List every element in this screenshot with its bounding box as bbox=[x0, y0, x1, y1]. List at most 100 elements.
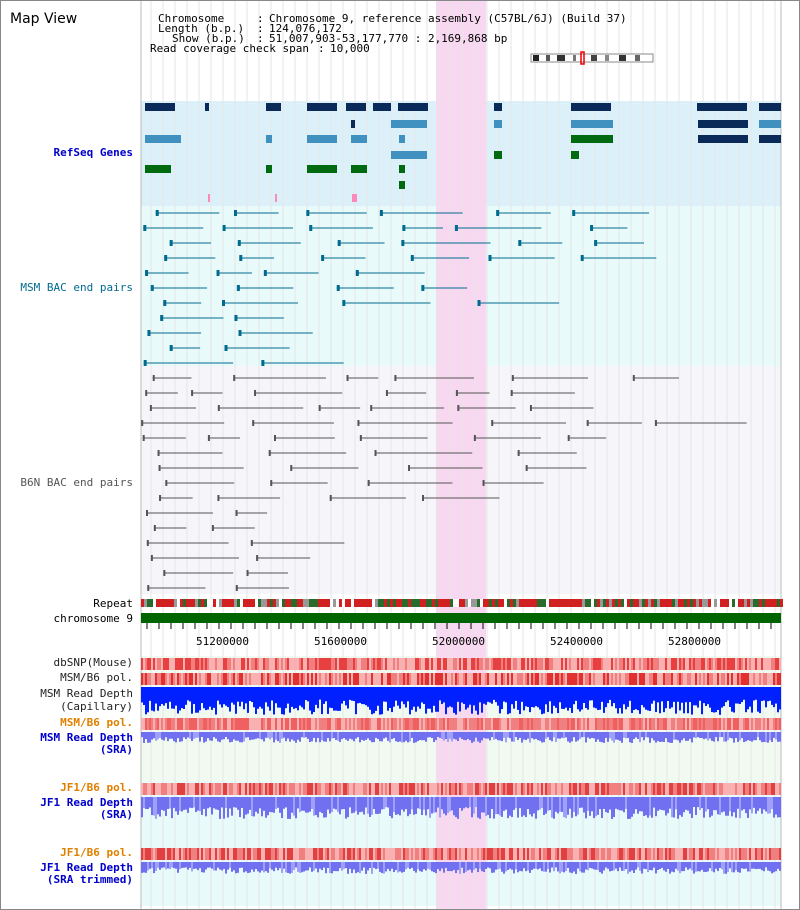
pol-heat bbox=[495, 783, 497, 795]
pol-heat bbox=[263, 673, 265, 685]
read-depth-bar bbox=[373, 797, 375, 810]
track-label-jf1-b6-pol[interactable]: JF1/B6 pol. bbox=[60, 781, 133, 794]
pol-heat bbox=[733, 658, 735, 670]
pol-heat bbox=[199, 658, 201, 670]
pol-heat bbox=[443, 783, 445, 795]
read-depth-bar bbox=[235, 732, 237, 741]
read-depth-bar bbox=[545, 687, 547, 705]
read-depth-bar bbox=[625, 687, 627, 710]
track-label-refseq[interactable]: RefSeq Genes bbox=[53, 146, 133, 159]
pol-heat bbox=[753, 673, 755, 685]
track-label-msm-b6-pol-2[interactable]: MSM/B6 pol. bbox=[60, 716, 133, 729]
pol-heat bbox=[395, 783, 397, 795]
pol-heat bbox=[435, 673, 437, 685]
track-label-msm-bac[interactable]: MSM BAC end pairs bbox=[20, 281, 133, 294]
read-depth-bar bbox=[701, 687, 703, 715]
pol-heat bbox=[705, 848, 707, 860]
read-depth-bar bbox=[377, 732, 379, 739]
track-label-jf1-depth-trim-1[interactable]: JF1 Read Depth bbox=[40, 861, 133, 874]
track-label-msm-depth-sra-1[interactable]: MSM Read Depth bbox=[40, 731, 133, 744]
pol-heat bbox=[169, 783, 171, 795]
pol-heat bbox=[679, 848, 681, 860]
pol-heat bbox=[223, 848, 225, 860]
pol-heat bbox=[767, 848, 769, 860]
pol-heat bbox=[303, 783, 305, 795]
pol-heat bbox=[309, 783, 311, 795]
read-depth-bar bbox=[187, 687, 189, 701]
pol-heat bbox=[579, 673, 581, 685]
pol-heat bbox=[513, 718, 515, 730]
read-depth-bar bbox=[505, 862, 507, 872]
read-depth-bar bbox=[197, 732, 199, 738]
read-depth-bar bbox=[323, 797, 325, 818]
read-depth-bar bbox=[663, 687, 665, 713]
pol-heat bbox=[693, 718, 695, 730]
track-label-jf1-b6-pol-2[interactable]: JF1/B6 pol. bbox=[60, 846, 133, 859]
read-depth-bar bbox=[471, 797, 473, 818]
pol-heat bbox=[241, 673, 243, 685]
read-depth-bar bbox=[717, 732, 719, 742]
pol-heat bbox=[665, 718, 667, 730]
pol-heat bbox=[519, 848, 521, 860]
pol-heat bbox=[467, 783, 469, 795]
pol-heat bbox=[193, 673, 195, 685]
read-depth-bar bbox=[225, 687, 227, 706]
pol-heat bbox=[637, 718, 639, 730]
pol-heat bbox=[449, 848, 451, 860]
read-depth-bar bbox=[243, 797, 245, 819]
read-depth-bar bbox=[321, 732, 323, 741]
pol-heat bbox=[523, 848, 525, 860]
read-depth-bar bbox=[487, 862, 489, 868]
pol-heat bbox=[715, 658, 717, 670]
repeat-mark bbox=[435, 599, 438, 607]
pol-heat bbox=[767, 718, 769, 730]
pol-heat bbox=[427, 848, 429, 860]
pol-heat bbox=[331, 673, 333, 685]
track-label-msm-depth-cap-1[interactable]: MSM Read Depth bbox=[40, 687, 133, 700]
track-label-jf1-depth-sra-1[interactable]: JF1 Read Depth bbox=[40, 796, 133, 809]
pol-heat bbox=[623, 783, 625, 795]
read-depth-bar bbox=[157, 862, 159, 868]
read-depth-bar bbox=[327, 862, 329, 869]
read-depth-bar bbox=[557, 687, 559, 714]
pol-heat bbox=[651, 718, 653, 730]
pol-heat bbox=[609, 718, 611, 730]
pol-heat bbox=[399, 718, 401, 730]
pol-heat bbox=[267, 848, 269, 860]
track-label-dbsnp[interactable]: dbSNP(Mouse) bbox=[53, 656, 133, 669]
read-depth-bar bbox=[685, 687, 687, 703]
read-depth-bar bbox=[313, 732, 315, 738]
pol-heat bbox=[717, 658, 719, 670]
pol-heat bbox=[687, 783, 689, 795]
pol-heat bbox=[753, 718, 755, 730]
read-depth-bar bbox=[373, 687, 375, 714]
pol-heat bbox=[559, 658, 561, 670]
pol-heat bbox=[453, 673, 455, 685]
read-depth-bar bbox=[201, 687, 203, 704]
pol-heat bbox=[727, 718, 729, 730]
read-depth-bar bbox=[651, 797, 653, 818]
pol-heat bbox=[345, 718, 347, 730]
pol-heat bbox=[617, 848, 619, 860]
read-depth-bar bbox=[287, 797, 289, 819]
read-depth-bar bbox=[341, 862, 343, 871]
read-depth-bar bbox=[703, 862, 705, 872]
pol-heat bbox=[271, 848, 273, 860]
read-depth-bar bbox=[507, 732, 509, 738]
read-depth-bar bbox=[231, 862, 233, 872]
repeat-mark bbox=[714, 599, 717, 607]
pol-heat bbox=[607, 783, 609, 795]
read-depth-bar bbox=[171, 732, 173, 739]
track-label-msm-b6-pol[interactable]: MSM/B6 pol. bbox=[60, 671, 133, 684]
read-depth-bar bbox=[145, 862, 147, 873]
read-depth-bar bbox=[727, 732, 729, 741]
pol-heat bbox=[767, 658, 769, 670]
track-label-b6n-bac[interactable]: B6N BAC end pairs bbox=[20, 476, 133, 489]
repeat-mark bbox=[699, 599, 702, 607]
pol-heat bbox=[275, 718, 277, 730]
pol-heat bbox=[463, 673, 465, 685]
pol-heat bbox=[225, 673, 227, 685]
read-depth-bar bbox=[533, 797, 535, 814]
read-depth-bar bbox=[661, 687, 663, 702]
